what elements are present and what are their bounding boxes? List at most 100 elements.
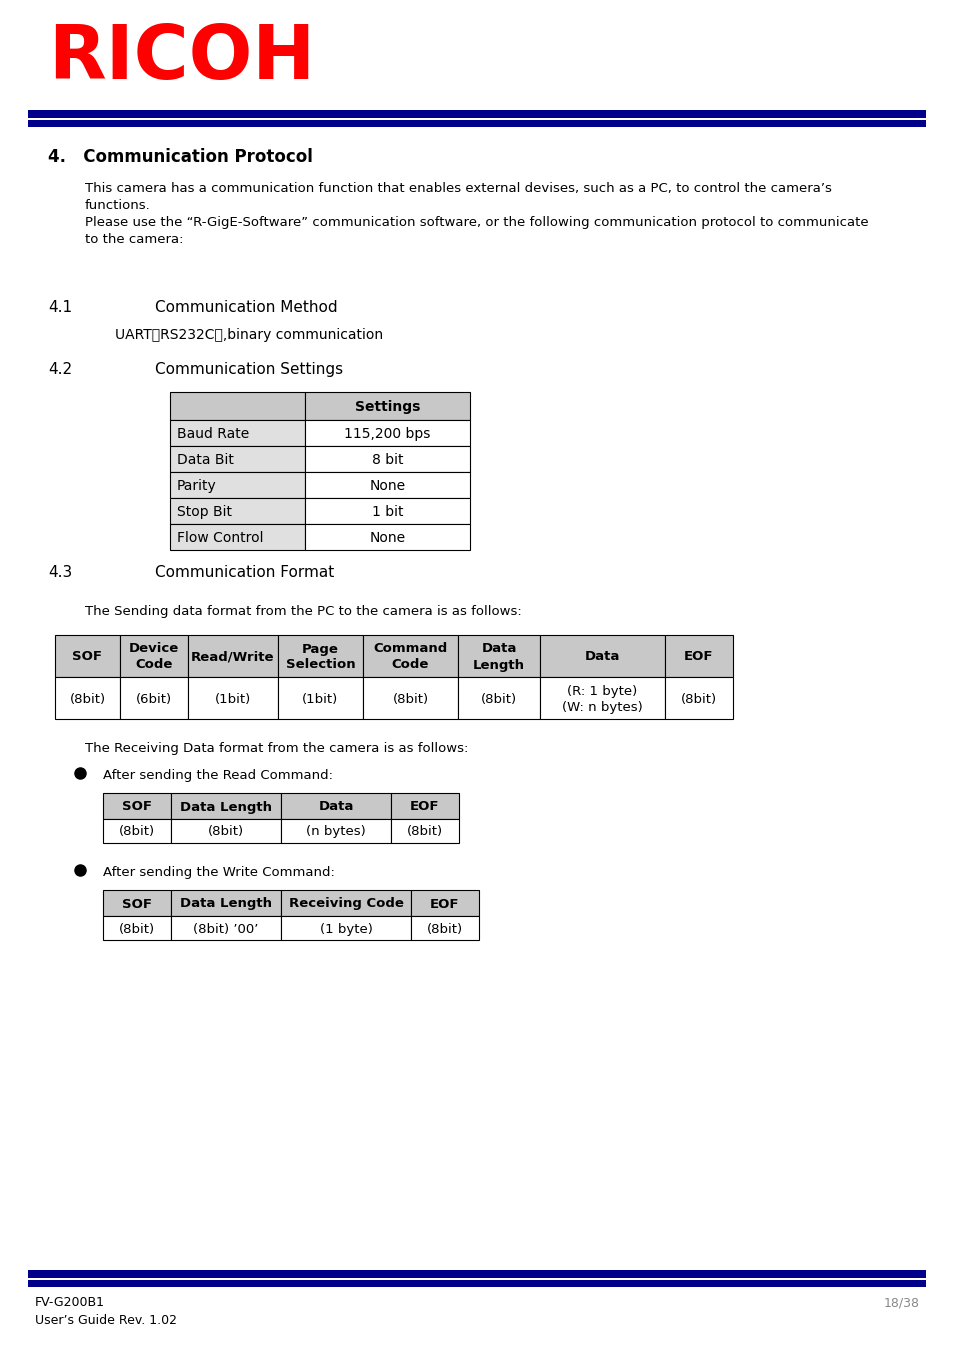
- Text: After sending the Read Command:: After sending the Read Command:: [103, 769, 333, 782]
- Text: (1bit): (1bit): [302, 693, 338, 706]
- Text: Communication Method: Communication Method: [154, 300, 337, 315]
- Bar: [188, 676, 277, 720]
- Bar: [363, 676, 457, 720]
- Bar: [120, 676, 188, 720]
- Bar: [171, 890, 281, 917]
- Text: 4.3: 4.3: [48, 566, 72, 580]
- Text: Communication Format: Communication Format: [154, 566, 334, 580]
- Bar: [281, 792, 391, 819]
- Text: (8bit): (8bit): [680, 693, 717, 706]
- Bar: [277, 676, 363, 720]
- Bar: [170, 524, 305, 549]
- Text: 18/38: 18/38: [883, 1296, 919, 1310]
- Text: Flow Control: Flow Control: [177, 531, 263, 545]
- Text: EOF: EOF: [683, 651, 713, 663]
- Text: Stop Bit: Stop Bit: [177, 505, 232, 518]
- Bar: [171, 792, 281, 819]
- Bar: [305, 498, 470, 524]
- Text: Data: Data: [584, 651, 619, 663]
- Text: Device
Code: Device Code: [129, 643, 179, 671]
- Text: SOF: SOF: [72, 651, 102, 663]
- Text: Please use the “R-GigE-Software” communication software, or the following commun: Please use the “R-GigE-Software” communi…: [85, 216, 868, 230]
- Bar: [391, 792, 458, 819]
- Text: The Sending data format from the PC to the camera is as follows:: The Sending data format from the PC to t…: [85, 605, 521, 618]
- Text: UART（RS232C）,binary communication: UART（RS232C）,binary communication: [115, 328, 383, 342]
- Bar: [281, 917, 411, 940]
- Bar: [305, 472, 470, 498]
- Text: (R: 1 byte)
(W: n bytes): (R: 1 byte) (W: n bytes): [561, 684, 642, 714]
- Text: Page
Selection: Page Selection: [285, 643, 355, 671]
- Text: (8bit) ’00’: (8bit) ’00’: [193, 922, 258, 936]
- Text: SOF: SOF: [122, 898, 152, 910]
- Bar: [103, 819, 171, 842]
- Text: (8bit): (8bit): [119, 825, 155, 838]
- Bar: [664, 634, 732, 676]
- Text: EOF: EOF: [430, 898, 459, 910]
- Text: Data Bit: Data Bit: [177, 454, 233, 467]
- Text: 4.   Communication Protocol: 4. Communication Protocol: [48, 148, 313, 166]
- Bar: [28, 109, 925, 117]
- Text: Read/Write: Read/Write: [191, 651, 274, 663]
- Text: Settings: Settings: [355, 400, 419, 414]
- Text: (1 byte): (1 byte): [319, 922, 372, 936]
- Text: Data: Data: [318, 801, 354, 814]
- Text: Data
Length: Data Length: [473, 643, 524, 671]
- Bar: [103, 890, 171, 917]
- Bar: [664, 676, 732, 720]
- Text: 1 bit: 1 bit: [372, 505, 403, 518]
- Bar: [55, 634, 120, 676]
- Bar: [103, 792, 171, 819]
- Bar: [28, 1280, 925, 1287]
- Text: (8bit): (8bit): [208, 825, 244, 838]
- Bar: [281, 890, 411, 917]
- Text: (8bit): (8bit): [70, 693, 106, 706]
- Text: (8bit): (8bit): [392, 693, 428, 706]
- Text: Data Length: Data Length: [180, 898, 272, 910]
- Bar: [188, 634, 277, 676]
- Bar: [281, 819, 391, 842]
- Bar: [411, 917, 478, 940]
- Text: to the camera:: to the camera:: [85, 234, 183, 246]
- Bar: [305, 392, 470, 420]
- Text: EOF: EOF: [410, 801, 439, 814]
- Text: 4.2: 4.2: [48, 362, 72, 377]
- Bar: [539, 634, 664, 676]
- Bar: [171, 917, 281, 940]
- Text: (8bit): (8bit): [480, 693, 517, 706]
- Bar: [28, 117, 925, 120]
- Bar: [28, 1270, 925, 1278]
- Text: Baud Rate: Baud Rate: [177, 427, 249, 441]
- Bar: [411, 890, 478, 917]
- Text: None: None: [369, 531, 405, 545]
- Text: The Receiving Data format from the camera is as follows:: The Receiving Data format from the camer…: [85, 743, 468, 755]
- Bar: [305, 420, 470, 446]
- Text: RICOH: RICOH: [48, 22, 314, 94]
- Bar: [391, 819, 458, 842]
- Bar: [170, 472, 305, 498]
- Text: Data Length: Data Length: [180, 801, 272, 814]
- Bar: [170, 446, 305, 472]
- Bar: [103, 917, 171, 940]
- Bar: [170, 392, 305, 420]
- Text: 115,200 bps: 115,200 bps: [344, 427, 430, 441]
- Text: (1bit): (1bit): [214, 693, 251, 706]
- Text: This camera has a communication function that enables external devises, such as : This camera has a communication function…: [85, 182, 831, 194]
- Bar: [457, 634, 539, 676]
- Bar: [305, 446, 470, 472]
- Bar: [363, 634, 457, 676]
- Text: None: None: [369, 479, 405, 493]
- Bar: [171, 819, 281, 842]
- Text: After sending the Write Command:: After sending the Write Command:: [103, 865, 335, 879]
- Bar: [170, 498, 305, 524]
- Text: Communication Settings: Communication Settings: [154, 362, 343, 377]
- Bar: [457, 676, 539, 720]
- Text: functions.: functions.: [85, 198, 151, 212]
- Bar: [277, 634, 363, 676]
- Bar: [55, 676, 120, 720]
- Text: Command
Code: Command Code: [373, 643, 447, 671]
- Bar: [539, 676, 664, 720]
- Text: Parity: Parity: [177, 479, 216, 493]
- Text: (6bit): (6bit): [135, 693, 172, 706]
- Text: 8 bit: 8 bit: [372, 454, 403, 467]
- Bar: [305, 524, 470, 549]
